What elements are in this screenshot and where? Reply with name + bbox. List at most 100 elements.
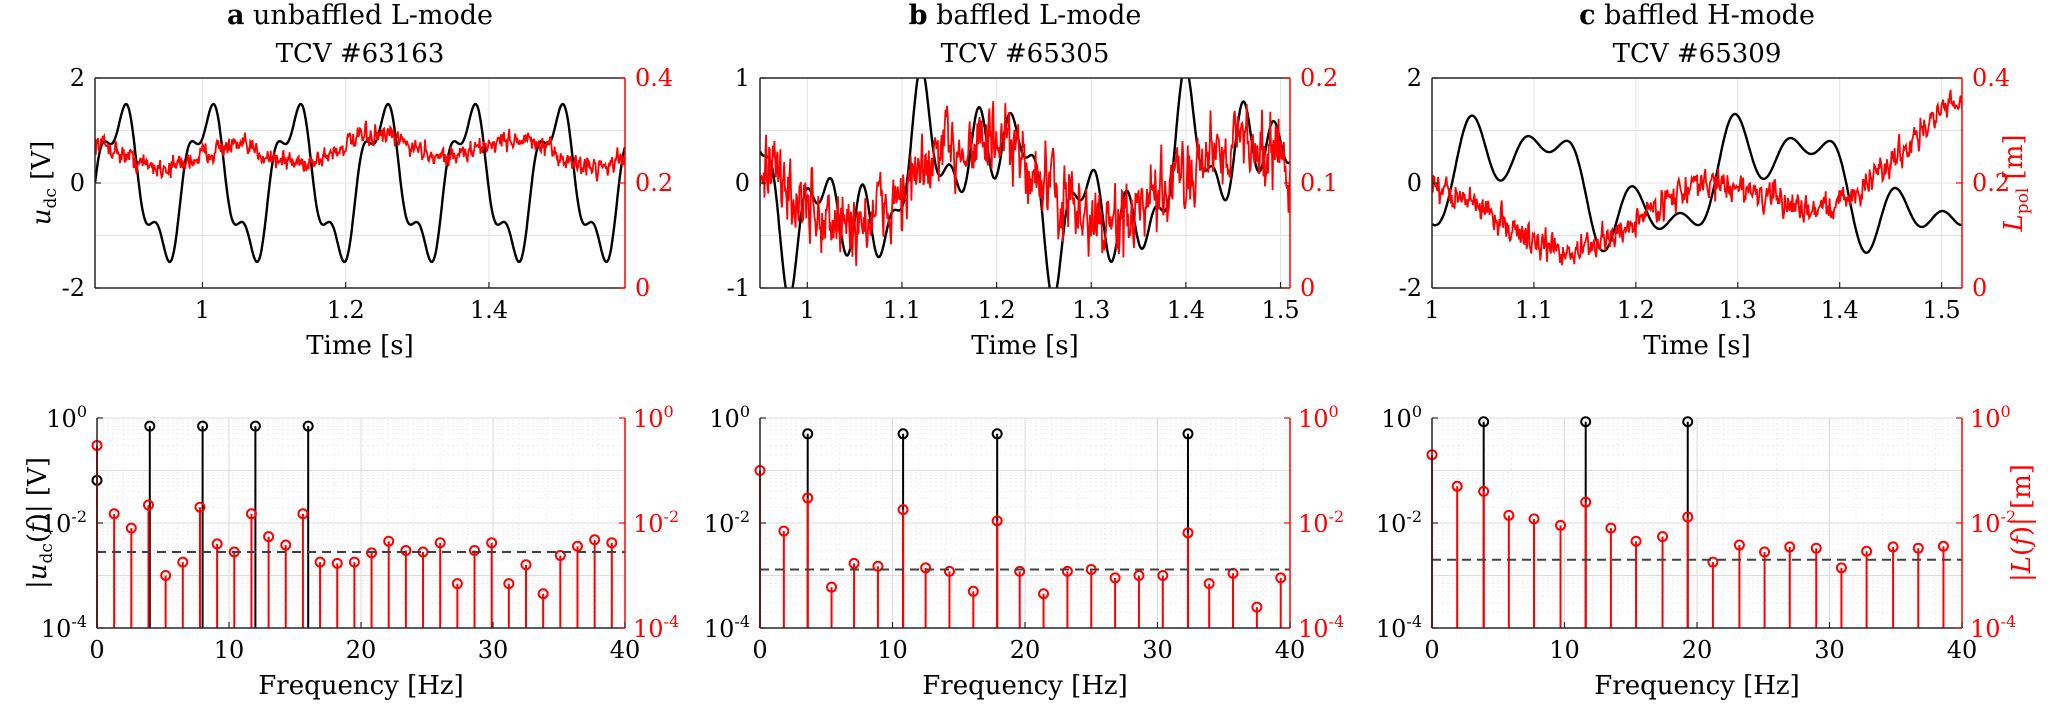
stem-marker-red xyxy=(1503,509,1515,521)
y-tick-label-left: 10-2 xyxy=(1376,507,1422,538)
series-line-u_dc xyxy=(1432,112,1962,254)
stem-marker-red xyxy=(1759,546,1771,558)
y-tick-label-left: 2 xyxy=(1407,64,1422,92)
stem-marker-red xyxy=(571,540,583,552)
stem-marker-red xyxy=(872,560,884,572)
y-tick-label-right: 100 xyxy=(1298,402,1339,433)
y-tick-label-left: -1 xyxy=(727,274,750,302)
stem-marker-black xyxy=(991,428,1003,440)
stem-marker-red xyxy=(469,544,481,556)
series-line-L_pol xyxy=(1432,89,1962,266)
x-axis-label: Time [s] xyxy=(971,331,1079,361)
y-tick-label-left: -2 xyxy=(62,274,85,302)
stem-marker-red xyxy=(1887,541,1899,553)
y-axis-label-right: |L(f)| [m] xyxy=(2007,464,2037,582)
stem-marker-red xyxy=(537,588,549,600)
y-tick-label-left: 2 xyxy=(70,64,85,92)
stem-marker-red xyxy=(1912,542,1924,554)
stem-marker-red xyxy=(802,492,814,504)
x-tick-label: 1.2 xyxy=(327,296,365,324)
y-axis-label-left: |udc(f)| [V] xyxy=(23,457,57,589)
x-tick-label: 1.2 xyxy=(1617,296,1655,324)
stem-marker-red xyxy=(211,538,223,550)
x-tick-label: 1.5 xyxy=(1261,296,1299,324)
y-tick-label-left: 1 xyxy=(735,64,750,92)
x-tick-label: 40 xyxy=(1275,636,1306,664)
y-axis-label-right: Lpol [m] xyxy=(1999,134,2033,232)
x-tick-label: 1.2 xyxy=(978,296,1016,324)
x-tick-label: 30 xyxy=(478,636,509,664)
y-tick-label-right: 0.2 xyxy=(635,169,673,197)
stem-marker-red xyxy=(1133,570,1145,581)
x-tick-label: 1 xyxy=(195,296,210,324)
x-tick-label: 30 xyxy=(1142,636,1173,664)
stem-marker-black xyxy=(302,420,314,432)
stem-marker-red xyxy=(451,578,463,590)
x-tick-label: 40 xyxy=(610,636,641,664)
x-tick-label: 0 xyxy=(1424,636,1439,664)
x-tick-label: 10 xyxy=(214,636,245,664)
stem-marker-red xyxy=(1451,480,1463,492)
series-line-u_dc xyxy=(95,102,625,264)
stem-marker-red xyxy=(1580,496,1592,508)
stem-marker-red xyxy=(263,531,275,543)
y-tick-label-left: -2 xyxy=(1399,274,1422,302)
stem-marker-red xyxy=(142,499,154,511)
stem-marker-red xyxy=(297,508,309,520)
y-tick-label-right: 0.1 xyxy=(1300,169,1338,197)
stem-marker-red xyxy=(1478,485,1490,497)
x-tick-label: 1 xyxy=(800,296,815,324)
stem-marker-red xyxy=(1937,540,1949,552)
y-tick-label-left: 10-4 xyxy=(41,612,87,643)
stem-marker-red xyxy=(1555,519,1567,531)
x-tick-label: 1.1 xyxy=(1515,296,1553,324)
stem-marker-red xyxy=(1733,539,1745,551)
stem-marker-black xyxy=(1682,416,1694,428)
stem-marker-red xyxy=(1014,565,1026,577)
stem-marker-red xyxy=(503,578,515,590)
stem-marker-red xyxy=(314,556,326,568)
stem-marker-red xyxy=(1157,570,1169,581)
stem-marker-red xyxy=(520,559,532,571)
stem-marker-red xyxy=(160,570,172,581)
y-tick-label-left: 10-4 xyxy=(704,612,750,643)
stem-marker-red xyxy=(1784,541,1796,553)
stem-marker-red xyxy=(1835,562,1847,574)
stem-marker-red xyxy=(1038,588,1050,600)
stem-marker-red xyxy=(778,525,790,537)
stem-marker-red xyxy=(943,565,955,577)
stem-marker-red xyxy=(1182,527,1194,539)
y-tick-label-left: 0 xyxy=(70,169,85,197)
y-tick-label-right: 100 xyxy=(633,402,674,433)
stem-marker-red xyxy=(606,537,618,549)
stem-marker-black xyxy=(1478,416,1490,428)
x-tick-label: 30 xyxy=(1814,636,1845,664)
series-line-L_pol xyxy=(95,120,625,182)
x-tick-label: 1.1 xyxy=(883,296,921,324)
x-tick-label: 1 xyxy=(1424,296,1439,324)
stem-marker-black xyxy=(897,428,909,440)
x-tick-label: 0 xyxy=(89,636,104,664)
stem-marker-red xyxy=(1275,572,1287,584)
x-axis-label: Time [s] xyxy=(306,331,414,361)
stem-marker-red xyxy=(1203,578,1215,590)
x-tick-label: 10 xyxy=(877,636,908,664)
x-tick-label: 1.4 xyxy=(1821,296,1859,324)
stem-marker-red xyxy=(280,539,292,551)
y-tick-label-right: 0.4 xyxy=(1972,64,2010,92)
stem-marker-red xyxy=(1605,522,1617,534)
stem-marker-black xyxy=(144,420,156,432)
stem-marker-red xyxy=(177,556,189,568)
stem-marker-red xyxy=(967,585,979,597)
panel-title-b: b baffled L-mode xyxy=(909,0,1142,31)
x-tick-label: 40 xyxy=(1947,636,1978,664)
y-tick-label-right: 0 xyxy=(1972,274,1987,302)
x-axis-label: Frequency [Hz] xyxy=(258,671,464,701)
y-tick-label-right: 0 xyxy=(635,274,650,302)
x-axis-label: Frequency [Hz] xyxy=(1594,671,1800,701)
panel-title-c: c baffled H-mode xyxy=(1579,0,1815,31)
stem-marker-red xyxy=(848,557,860,569)
stem-marker-red xyxy=(1630,535,1642,547)
stem-marker-red xyxy=(331,557,343,569)
stem-marker-red xyxy=(1657,531,1669,543)
